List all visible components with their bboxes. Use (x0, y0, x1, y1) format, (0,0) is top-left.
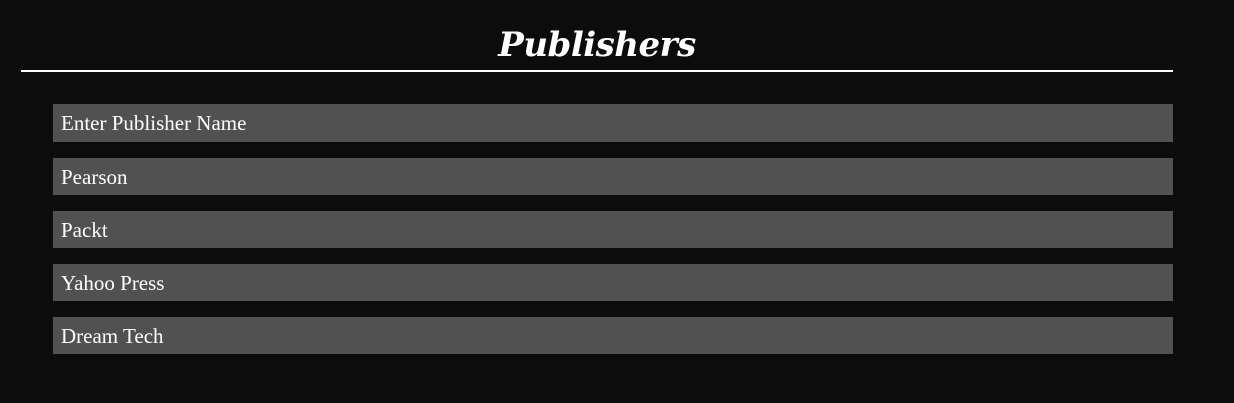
page-title: Publishers (498, 25, 696, 65)
publisher-item-yahoo-press[interactable]: Yahoo Press (53, 264, 1173, 301)
publisher-name-input[interactable] (53, 104, 1173, 142)
publisher-item-pearson[interactable]: Pearson (53, 158, 1173, 195)
publisher-item-packt[interactable]: Packt (53, 211, 1173, 248)
page-header: Publishers (21, 0, 1173, 72)
publisher-list: Pearson Packt Yahoo Press Dream Tech (53, 104, 1173, 370)
publisher-item-dream-tech[interactable]: Dream Tech (53, 317, 1173, 354)
